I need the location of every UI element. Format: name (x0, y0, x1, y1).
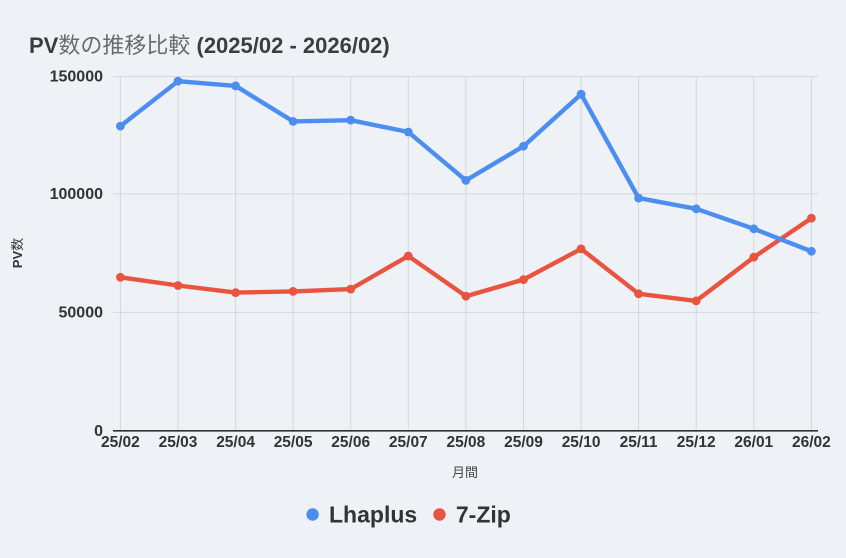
svg-text:26/01: 26/01 (734, 434, 773, 451)
svg-text:25/11: 25/11 (620, 434, 658, 451)
svg-text:100000: 100000 (50, 186, 103, 203)
svg-text:25/12: 25/12 (677, 434, 716, 451)
svg-text:月間: 月間 (452, 465, 478, 480)
svg-text:25/07: 25/07 (389, 434, 428, 451)
svg-text:25/05: 25/05 (274, 434, 313, 451)
svg-text:Lhaplus: Lhaplus (329, 502, 417, 528)
svg-text:25/03: 25/03 (159, 434, 198, 451)
svg-text:25/04: 25/04 (216, 434, 255, 451)
svg-text:25/10: 25/10 (562, 434, 601, 451)
svg-text:25/02: 25/02 (101, 434, 140, 451)
svg-text:PV数: PV数 (10, 238, 25, 268)
svg-text:150000: 150000 (50, 69, 103, 86)
svg-text:26/02: 26/02 (792, 434, 831, 451)
svg-text:25/09: 25/09 (504, 434, 543, 451)
svg-text:25/08: 25/08 (447, 434, 486, 451)
svg-text:7-Zip: 7-Zip (456, 502, 511, 528)
svg-text:50000: 50000 (59, 304, 104, 321)
svg-text:25/06: 25/06 (331, 434, 370, 451)
